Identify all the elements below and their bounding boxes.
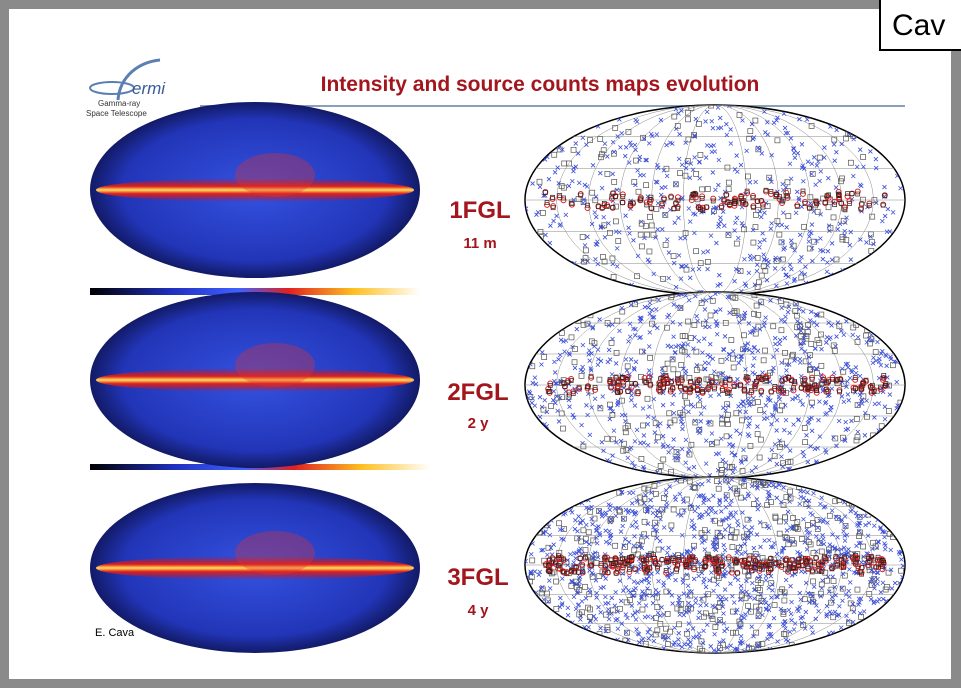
catalog-label: 1FGL [449, 197, 510, 224]
logo-name: ermi [132, 79, 166, 98]
catalog-label: 3FGL [447, 564, 508, 591]
galactic-center [235, 531, 315, 575]
logo-line: Gamma-ray [98, 99, 140, 108]
logo-line: Space Telescope [86, 109, 147, 118]
title: Intensity and source counts maps evoluti… [321, 73, 760, 96]
duration-label: 4 y [468, 602, 490, 619]
duration-label: 2 y [468, 415, 490, 432]
credit: E. Cava [95, 627, 135, 639]
catalog-label: 2FGL [447, 379, 508, 406]
duration-label: 11 m [463, 235, 496, 252]
corner-tag: Cav [892, 9, 945, 42]
galactic-center [235, 153, 315, 197]
galactic-center [235, 343, 315, 387]
